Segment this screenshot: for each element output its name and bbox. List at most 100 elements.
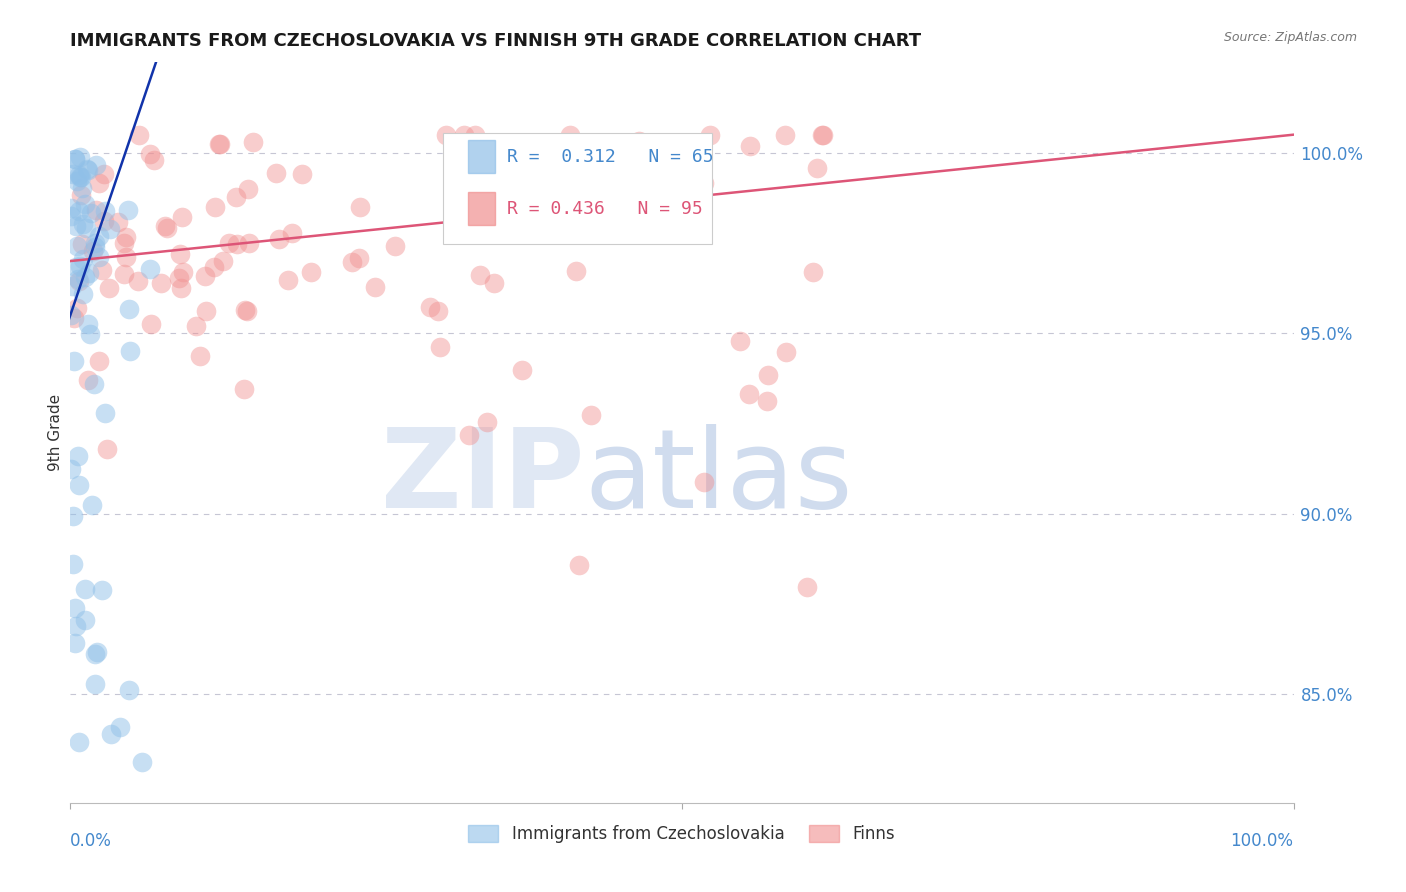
Point: [60, 309, 83, 323]
Point: [65, 260, 87, 274]
Point: [89, 228, 111, 243]
Point: [62, 508, 84, 523]
Point: [225, 190, 247, 204]
Point: [77, 318, 100, 332]
Point: [94, 203, 117, 218]
Point: [90, 263, 112, 277]
Point: [568, 558, 591, 573]
Point: [139, 261, 162, 276]
Point: [458, 428, 481, 442]
Point: [233, 302, 256, 317]
Point: [756, 393, 779, 408]
Point: [93, 406, 115, 420]
Point: [117, 202, 139, 217]
Point: [233, 382, 256, 396]
Point: [426, 304, 449, 318]
Point: [212, 253, 235, 268]
Point: [63, 310, 86, 325]
Point: [153, 219, 176, 234]
Point: [291, 167, 314, 181]
Point: [301, 265, 323, 279]
Point: [80, 498, 103, 512]
Point: [73, 270, 96, 285]
Point: [565, 264, 588, 278]
Point: [218, 236, 240, 251]
Point: [118, 343, 141, 358]
Point: [801, 265, 824, 279]
Point: [98, 221, 121, 235]
Point: [67, 168, 90, 182]
Point: [93, 214, 115, 228]
Point: [150, 276, 173, 290]
Point: [628, 134, 651, 148]
Point: [83, 377, 105, 392]
Point: [59, 461, 82, 475]
Point: [579, 408, 602, 422]
Point: [131, 755, 153, 769]
Point: [429, 340, 451, 354]
Point: [79, 205, 101, 219]
Point: [238, 236, 260, 251]
Text: 0.0%: 0.0%: [70, 831, 112, 850]
Point: [699, 128, 721, 142]
Point: [128, 128, 150, 142]
Point: [72, 217, 94, 231]
Point: [59, 202, 82, 216]
Point: [464, 128, 486, 142]
Point: [267, 232, 290, 246]
Point: [70, 187, 93, 202]
Point: [169, 281, 191, 295]
Point: [208, 137, 231, 152]
Point: [236, 304, 259, 318]
Point: [115, 250, 138, 264]
Point: [75, 197, 97, 211]
Point: [773, 128, 796, 142]
Point: [110, 720, 132, 734]
Point: [63, 636, 86, 650]
Point: [60, 279, 83, 293]
Point: [87, 176, 110, 190]
Text: IMMIGRANTS FROM CZECHOSLOVAKIA VS FINNISH 9TH GRADE CORRELATION CHART: IMMIGRANTS FROM CZECHOSLOVAKIA VS FINNIS…: [70, 32, 921, 50]
Point: [100, 727, 122, 741]
Point: [340, 255, 363, 269]
Point: [207, 137, 229, 152]
Point: [82, 244, 104, 259]
Point: [202, 260, 225, 275]
Point: [70, 237, 93, 252]
Point: [77, 162, 100, 177]
Point: [560, 128, 582, 142]
Legend: Immigrants from Czechoslovakia, Finns: Immigrants from Czechoslovakia, Finns: [461, 819, 903, 850]
Point: [434, 128, 457, 142]
Point: [66, 239, 89, 253]
Point: [172, 265, 194, 279]
Point: [67, 735, 90, 749]
Point: [63, 601, 86, 615]
Point: [63, 152, 86, 166]
Point: [775, 345, 797, 359]
Point: [475, 416, 498, 430]
Point: [139, 318, 162, 332]
Point: [118, 682, 141, 697]
Point: [115, 229, 138, 244]
Point: [155, 221, 177, 235]
FancyBboxPatch shape: [443, 133, 713, 244]
Point: [86, 644, 108, 658]
Point: [96, 442, 118, 456]
Point: [238, 182, 260, 196]
Text: atlas: atlas: [583, 424, 852, 531]
Point: [112, 267, 135, 281]
Point: [204, 200, 226, 214]
Point: [98, 281, 121, 295]
Point: [796, 580, 818, 594]
Point: [84, 240, 107, 254]
Point: [75, 614, 97, 628]
Point: [349, 200, 371, 214]
Point: [84, 236, 107, 251]
Text: 100.0%: 100.0%: [1230, 831, 1294, 850]
Text: R = 0.436   N = 95: R = 0.436 N = 95: [508, 200, 703, 218]
Point: [65, 219, 87, 233]
Point: [79, 327, 101, 342]
Point: [87, 250, 110, 264]
Point: [67, 272, 90, 286]
Point: [90, 582, 112, 597]
